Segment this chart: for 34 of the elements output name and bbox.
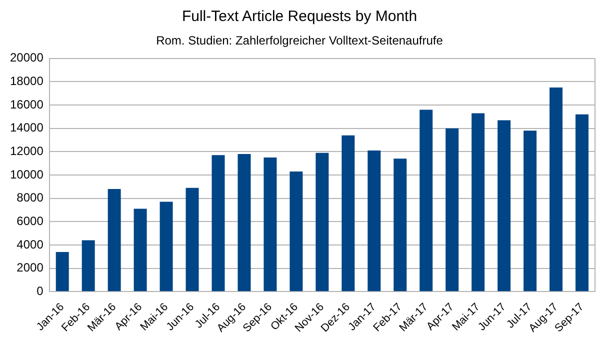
y-tick-label: 18000 (10, 74, 44, 88)
bar (134, 208, 147, 292)
bar (342, 135, 355, 292)
bar (550, 88, 563, 292)
bar (212, 155, 225, 292)
y-tick-label: 2000 (16, 260, 44, 275)
bar (576, 114, 589, 292)
y-tick-label: 4000 (16, 237, 44, 252)
bar (394, 158, 407, 292)
bar (368, 150, 381, 292)
bar (238, 154, 251, 292)
bar (472, 113, 485, 292)
bar (524, 130, 537, 292)
y-tick-label: 8000 (16, 190, 44, 205)
bar (160, 202, 173, 292)
bar (316, 152, 329, 292)
y-tick-label: 16000 (10, 97, 44, 112)
bar (498, 120, 511, 292)
y-tick-label: 14000 (10, 120, 44, 135)
bar (264, 158, 277, 292)
bar (290, 171, 303, 292)
y-tick-label: 10000 (10, 167, 44, 182)
y-tick-label: 0 (36, 284, 44, 298)
bar (446, 128, 459, 292)
bar (186, 188, 199, 292)
chart-subtitle: Rom. Studien: Zahlerfolgreicher Volltext-Seitenaufrufe (156, 34, 444, 48)
bar (82, 240, 95, 292)
chart-title: Full-Text Article Requests by Month (182, 8, 418, 26)
y-tick-label: 20000 (10, 50, 44, 65)
bar (56, 252, 69, 292)
bar (108, 188, 121, 292)
y-tick-label: 6000 (16, 214, 44, 228)
bar (420, 110, 433, 292)
y-tick-label: 12000 (10, 144, 44, 158)
